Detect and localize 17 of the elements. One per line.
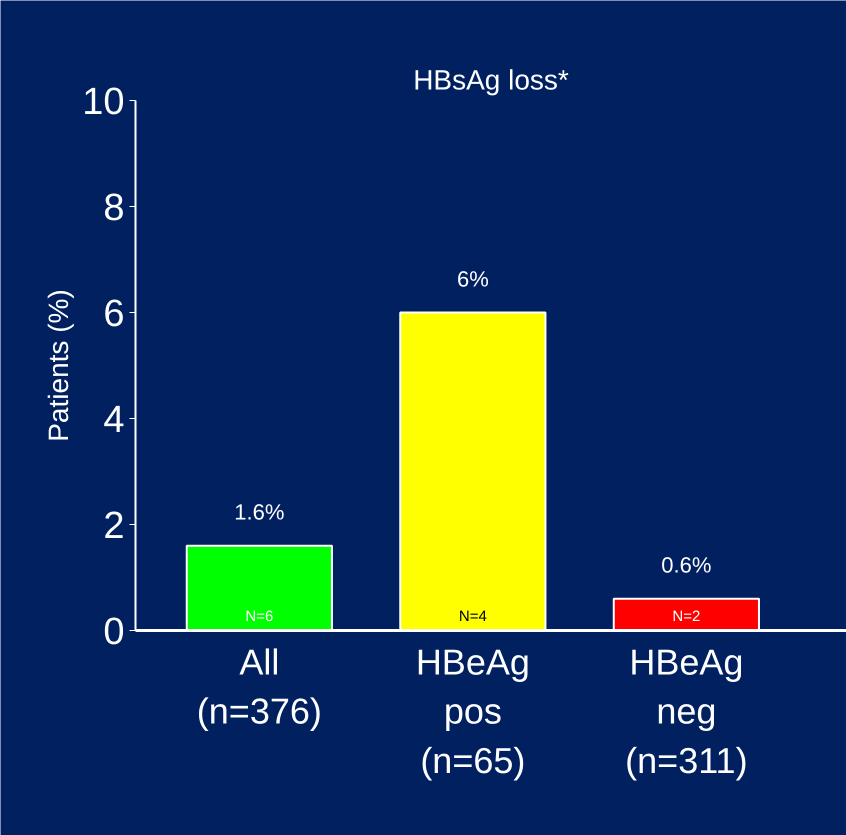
- data-label: 1.6%: [234, 500, 284, 524]
- y-tick-label: 10: [82, 81, 125, 123]
- annotation: N=6: [245, 608, 274, 625]
- x-tick-label: All (n=376): [196, 642, 322, 732]
- y-tick-label: 0: [103, 611, 125, 653]
- y-tick-label: 6: [103, 293, 125, 335]
- data-label: 6%: [456, 266, 489, 292]
- y-axis-title: Patients (%): [43, 289, 74, 442]
- x-tick-label: HBeAg neg (n=311): [625, 642, 748, 781]
- annotation: N=2: [672, 608, 700, 625]
- annotation: N=4: [458, 608, 487, 625]
- x-tick-label: HBeAg pos (n=65): [416, 642, 530, 781]
- y-tick-label: 8: [103, 187, 125, 229]
- data-label: 0.6%: [661, 552, 712, 578]
- y-tick-label: 4: [103, 399, 125, 441]
- chart-title: HBsAg loss*: [413, 64, 569, 96]
- y-tick-label: 2: [103, 505, 125, 547]
